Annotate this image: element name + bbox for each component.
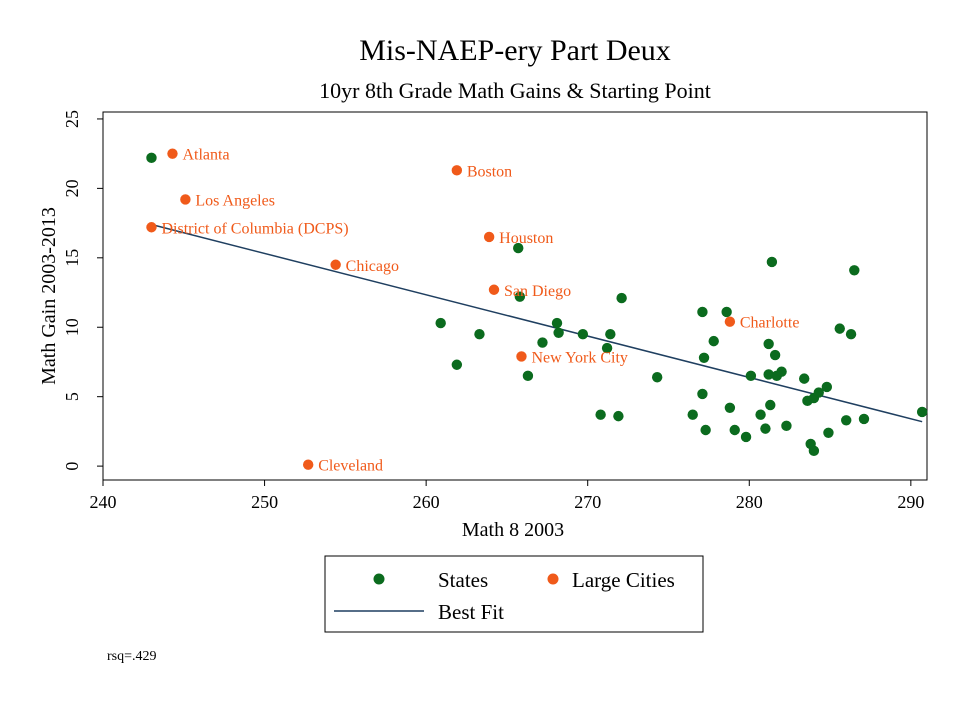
legend-states-label: States xyxy=(438,568,488,592)
state-point xyxy=(451,359,463,370)
large-cities-series: Atlanta Boston Los Angeles District of Colu… xyxy=(146,147,799,475)
x-tick-label: 240 xyxy=(90,492,117,512)
state-point xyxy=(849,265,860,276)
city-point xyxy=(451,165,463,176)
state-point xyxy=(781,420,792,432)
state-point xyxy=(841,415,852,426)
city-point xyxy=(724,316,736,327)
chart-title: Mis-NAEP-ery Part Deux xyxy=(359,34,671,67)
x-axis-ticks: 240 250 260 270 280 290 xyxy=(90,480,924,512)
state-point xyxy=(605,328,616,340)
states-series xyxy=(146,152,928,457)
state-point xyxy=(553,327,564,338)
city-label: Cleveland xyxy=(318,458,383,475)
state-point xyxy=(763,338,774,350)
state-point xyxy=(834,323,845,334)
y-axis-ticks: 0 5 10 15 20 25 xyxy=(62,110,103,471)
state-point xyxy=(577,328,589,340)
state-point xyxy=(616,292,627,304)
x-tick-label: 290 xyxy=(897,492,924,512)
state-point xyxy=(916,406,928,418)
legend-fit-label: Best Fit xyxy=(438,600,504,624)
y-tick-label: 0 xyxy=(62,462,82,471)
state-point xyxy=(740,431,752,443)
state-point xyxy=(613,410,624,422)
rsq-note: rsq=.429 xyxy=(107,649,157,664)
legend: States Large Cities Best Fit xyxy=(324,555,704,633)
city-point xyxy=(488,284,500,295)
state-point xyxy=(799,373,810,384)
legend-cities-marker xyxy=(547,573,559,585)
state-point xyxy=(821,381,833,393)
city-label: Chicago xyxy=(346,258,399,275)
city-point xyxy=(146,222,157,233)
state-point xyxy=(146,152,157,164)
city-label: San Diego xyxy=(504,283,571,300)
city-label: New York City xyxy=(531,349,627,366)
state-point xyxy=(537,337,548,348)
state-point xyxy=(595,409,606,420)
state-point xyxy=(813,387,824,398)
state-point xyxy=(601,342,613,354)
city-label: Los Angeles xyxy=(195,192,275,209)
state-point xyxy=(763,369,774,380)
state-point xyxy=(522,370,534,382)
y-tick-label: 10 xyxy=(62,318,82,336)
state-point xyxy=(745,370,757,382)
chart-subtitle: 10yr 8th Grade Math Gains & Starting Poi… xyxy=(319,78,711,103)
state-point xyxy=(721,306,732,318)
legend-box xyxy=(324,555,704,633)
city-point xyxy=(516,351,527,362)
state-point xyxy=(651,372,663,383)
city-point xyxy=(483,231,495,243)
legend-cities-label: Large Cities xyxy=(572,568,675,592)
y-tick-label: 20 xyxy=(62,179,82,197)
best-fit-line xyxy=(151,223,923,423)
city-label: Boston xyxy=(467,163,512,180)
state-point xyxy=(776,366,787,377)
state-point xyxy=(474,328,485,340)
city-point xyxy=(167,148,178,159)
x-tick-label: 270 xyxy=(574,492,601,512)
state-point xyxy=(435,317,446,329)
state-point xyxy=(700,424,711,436)
state-point xyxy=(687,409,698,420)
city-label: Atlanta xyxy=(182,147,229,164)
state-point xyxy=(808,445,820,457)
state-point xyxy=(760,423,771,434)
y-tick-label: 5 xyxy=(62,392,82,401)
x-axis-label: Math 8 2003 xyxy=(462,519,564,541)
city-point xyxy=(330,259,341,270)
state-point xyxy=(765,399,776,411)
state-point xyxy=(514,291,526,302)
x-tick-label: 260 xyxy=(413,492,440,512)
city-label: Charlotte xyxy=(740,315,800,332)
state-point xyxy=(697,306,708,318)
y-tick-label: 15 xyxy=(62,249,82,267)
y-axis-label: Math Gain 2003-2013 xyxy=(38,207,60,385)
state-point xyxy=(766,256,778,268)
state-point xyxy=(708,335,719,347)
state-point xyxy=(513,242,524,254)
state-point xyxy=(697,388,708,400)
x-tick-label: 280 xyxy=(736,492,763,512)
state-point xyxy=(823,427,834,438)
legend-states-marker xyxy=(373,573,385,585)
state-point xyxy=(769,349,781,361)
city-label: Houston xyxy=(499,230,553,247)
city-label: District of Columbia (DCPS) xyxy=(161,220,348,237)
state-point xyxy=(729,424,740,436)
state-point xyxy=(755,409,766,420)
x-tick-label: 250 xyxy=(251,492,278,512)
state-point xyxy=(845,328,857,340)
state-point xyxy=(551,317,563,329)
plot-area-border xyxy=(102,111,928,481)
state-point xyxy=(698,352,710,363)
city-point xyxy=(302,459,314,470)
state-point xyxy=(724,402,736,413)
state-point xyxy=(858,413,870,425)
city-point xyxy=(180,194,191,205)
y-tick-label: 25 xyxy=(62,110,82,128)
